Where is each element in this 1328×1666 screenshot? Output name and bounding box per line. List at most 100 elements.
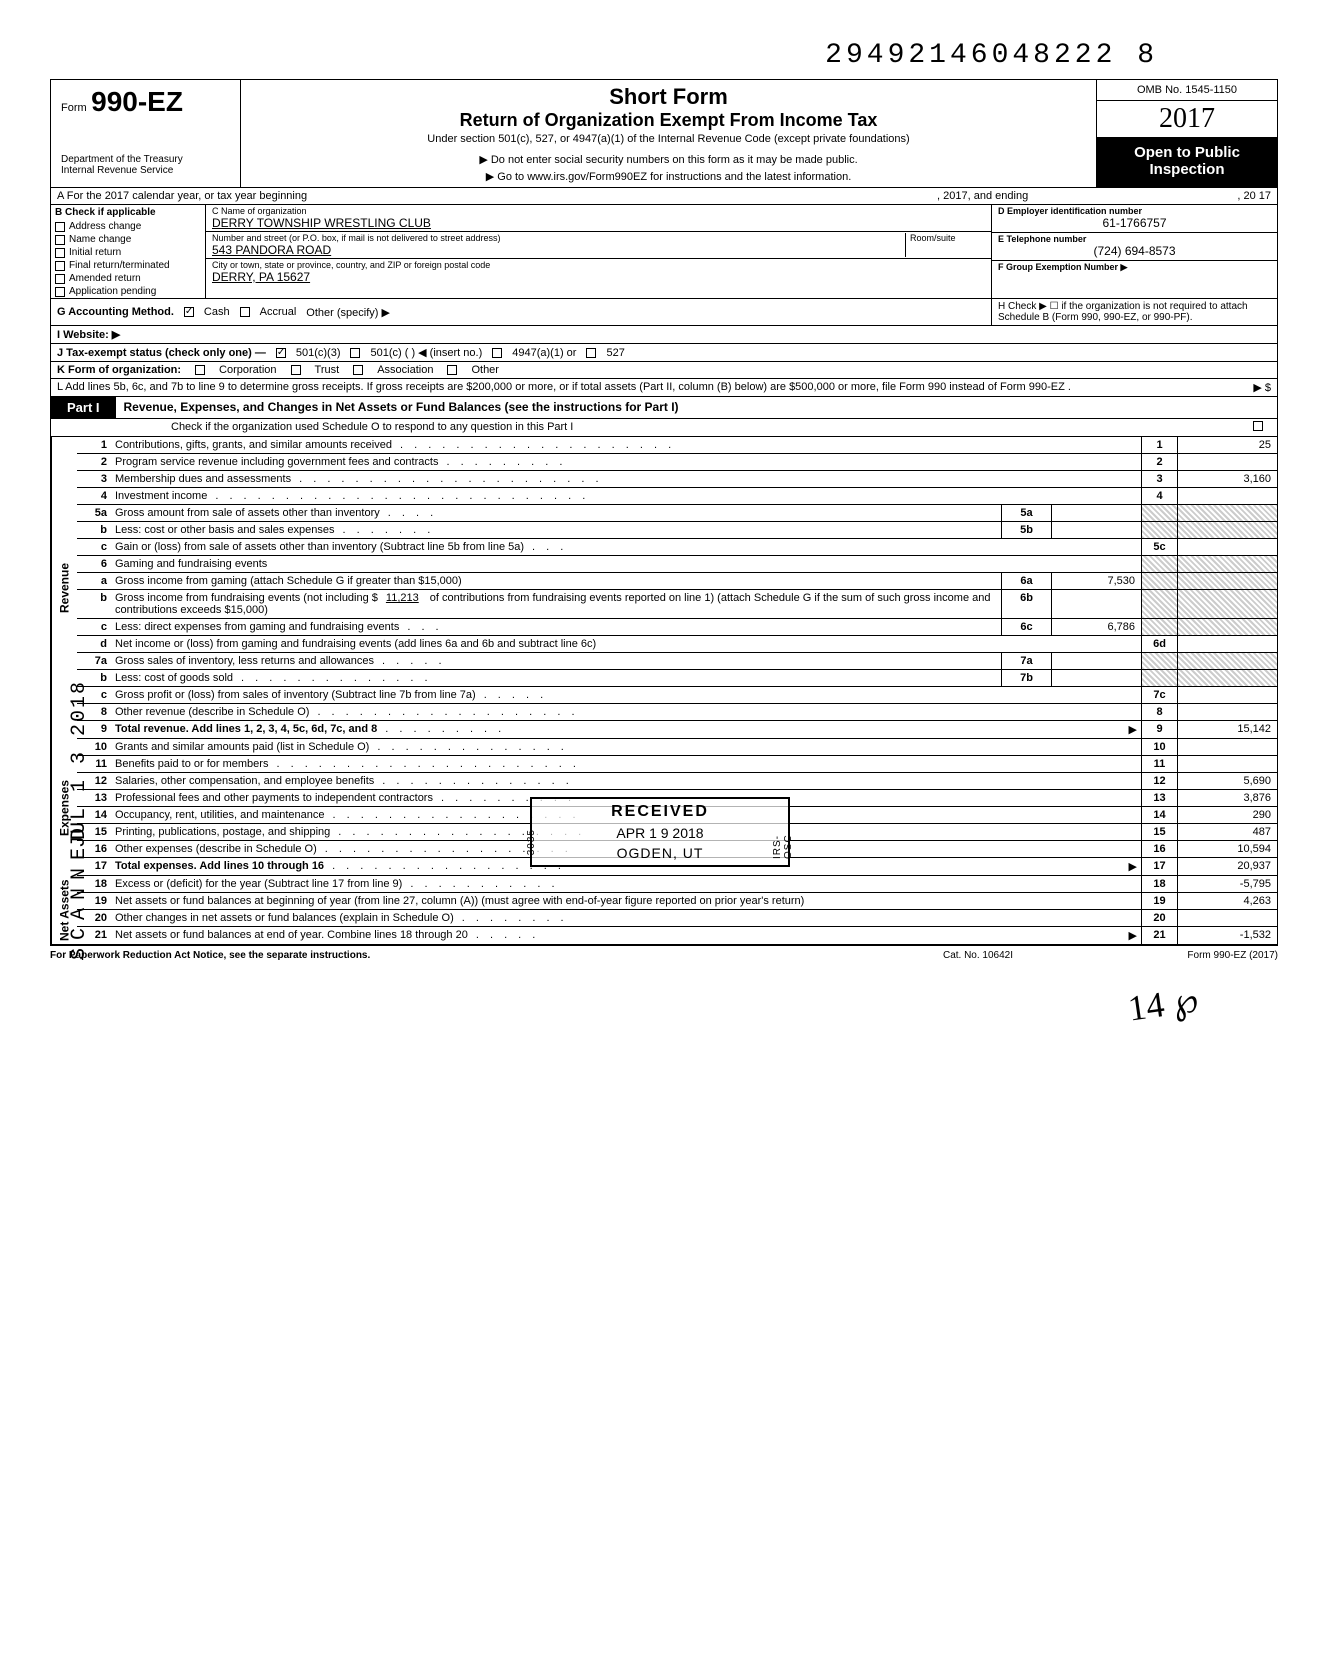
line-14-value: 290: [1177, 807, 1277, 823]
page-footer: For Paperwork Reduction Act Notice, see …: [50, 945, 1278, 965]
chk-other[interactable]: [447, 365, 457, 375]
chk-4947[interactable]: [492, 348, 502, 358]
chk-527[interactable]: [586, 348, 596, 358]
chk-schedule-o[interactable]: [1253, 421, 1263, 431]
line-10-value: [1177, 739, 1277, 755]
chk-initial-return[interactable]: Initial return: [51, 246, 205, 259]
form-prefix: Form: [61, 102, 87, 114]
form-number-box: Form 990-EZ Department of the Treasury I…: [51, 80, 241, 187]
line-7a-value: [1051, 653, 1141, 669]
col-b-header: B Check if applicable: [51, 205, 205, 220]
line-16-desc: Other expenses (describe in Schedule O): [115, 843, 317, 855]
line-4-desc: Investment income: [115, 490, 207, 502]
chk-amended-return[interactable]: Amended return: [51, 272, 205, 285]
city-value: DERRY, PA 15627: [212, 270, 985, 284]
line-9-desc: Total revenue. Add lines 1, 2, 3, 4, 5c,…: [115, 723, 377, 736]
phone-label: E Telephone number: [998, 234, 1271, 244]
chk-501c3[interactable]: [276, 348, 286, 358]
line-5c-desc: Gain or (loss) from sale of assets other…: [115, 541, 524, 553]
col-c: C Name of organization DERRY TOWNSHIP WR…: [206, 205, 992, 298]
chk-association[interactable]: [353, 365, 363, 375]
line-12-value: 5,690: [1177, 773, 1277, 789]
expenses-vertical-label: Expenses: [51, 739, 77, 876]
chk-trust[interactable]: [291, 365, 301, 375]
open-to-public: Open to Public Inspection: [1097, 138, 1277, 187]
j-label: J Tax-exempt status (check only one) —: [57, 347, 266, 359]
line-21-value: -1,532: [1177, 927, 1277, 944]
l-arrow: ▶ $: [1243, 381, 1271, 394]
chk-corporation[interactable]: [195, 365, 205, 375]
line-7a-desc: Gross sales of inventory, less returns a…: [115, 655, 374, 667]
chk-cash[interactable]: [184, 307, 194, 317]
line-a-left: A For the 2017 calendar year, or tax yea…: [57, 190, 725, 202]
website-label: I Website: ▶: [57, 328, 986, 341]
org-name-value: DERRY TOWNSHIP WRESTLING CLUB: [212, 216, 985, 230]
chk-address-change[interactable]: Address change: [51, 220, 205, 233]
line-11-value: [1177, 756, 1277, 772]
l-text: L Add lines 5b, 6c, and 7b to line 9 to …: [57, 381, 1243, 394]
line-a-mid: , 2017, and ending: [725, 190, 1029, 202]
line-6b-contrib: 11,213: [378, 592, 427, 604]
chk-name-change[interactable]: Name change: [51, 233, 205, 246]
line-6a-desc: Gross income from gaming (attach Schedul…: [115, 575, 462, 587]
net-assets-section: Net Assets 18Excess or (deficit) for the…: [50, 876, 1278, 945]
part-1-header: Part I Revenue, Expenses, and Changes in…: [50, 397, 1278, 419]
row-l: L Add lines 5b, 6c, and 7b to line 9 to …: [50, 379, 1278, 397]
g-label: G Accounting Method.: [57, 306, 174, 318]
part-1-sub-text: Check if the organization used Schedule …: [171, 421, 1253, 434]
row-j: J Tax-exempt status (check only one) — 5…: [50, 344, 1278, 362]
line-20-desc: Other changes in net assets or fund bala…: [115, 912, 454, 924]
org-name-label: C Name of organization: [212, 206, 985, 216]
arrow-icon: ▶: [1129, 860, 1137, 873]
block-bcdef: B Check if applicable Address change Nam…: [50, 205, 1278, 299]
row-g: G Accounting Method. Cash Accrual Other …: [51, 299, 992, 325]
line-3-value: 3,160: [1177, 471, 1277, 487]
row-k: K Form of organization: Corporation Trus…: [50, 362, 1278, 379]
line-18-value: -5,795: [1177, 876, 1277, 892]
line-11-desc: Benefits paid to or for members: [115, 758, 268, 770]
line-2-value: [1177, 454, 1277, 470]
line-5c-value: [1177, 539, 1277, 555]
k-label: K Form of organization:: [57, 364, 181, 376]
handwritten-note: 14 ℘: [1125, 978, 1200, 1029]
line-17-desc: Total expenses. Add lines 10 through 16: [115, 860, 324, 873]
line-6d-desc: Net income or (loss) from gaming and fun…: [111, 636, 1141, 652]
line-16-value: 10,594: [1177, 841, 1277, 857]
line-2-desc: Program service revenue including govern…: [115, 456, 438, 468]
title-goto: ▶ Go to www.irs.gov/Form990EZ for instru…: [251, 170, 1086, 183]
title-h2: Return of Organization Exempt From Incom…: [251, 110, 1086, 131]
line-7b-desc: Less: cost of goods sold: [115, 672, 233, 684]
chk-accrual[interactable]: [240, 307, 250, 317]
chk-final-return[interactable]: Final return/terminated: [51, 259, 205, 272]
title-box: Short Form Return of Organization Exempt…: [241, 80, 1097, 187]
line-a-right: , 20 17: [1028, 190, 1271, 202]
line-5a-value: [1051, 505, 1141, 521]
line-6c-desc: Less: direct expenses from gaming and fu…: [115, 621, 399, 633]
chk-application-pending[interactable]: Application pending: [51, 285, 205, 298]
line-5b-desc: Less: cost or other basis and sales expe…: [115, 524, 335, 536]
col-b: B Check if applicable Address change Nam…: [51, 205, 206, 298]
room-label: Room/suite: [910, 233, 985, 243]
line-3-desc: Membership dues and assessments: [115, 473, 291, 485]
expenses-section: Expenses 10Grants and similar amounts pa…: [50, 739, 1278, 876]
form-container: 29492146048222 8 JUL 1 3 2018 SCANNED Fo…: [50, 40, 1278, 965]
line-6-desc: Gaming and fundraising events: [111, 556, 1141, 572]
net-assets-vertical-label: Net Assets: [51, 876, 77, 944]
line-14-desc: Occupancy, rent, utilities, and maintena…: [115, 809, 325, 821]
city-label: City or town, state or province, country…: [212, 260, 985, 270]
line-6a-value: 7,530: [1051, 573, 1141, 589]
arrow-icon: ▶: [1129, 929, 1137, 942]
line-8-desc: Other revenue (describe in Schedule O): [115, 706, 309, 718]
line-17-value: 20,937: [1177, 858, 1277, 875]
phone-value: (724) 694-8573: [998, 244, 1271, 258]
footer-form-ref: Form 990-EZ (2017): [1078, 950, 1278, 961]
line-20-value: [1177, 910, 1277, 926]
chk-501c[interactable]: [350, 348, 360, 358]
document-id-number: 29492146048222 8: [50, 40, 1278, 71]
revenue-section: Revenue 1Contributions, gifts, grants, a…: [50, 437, 1278, 739]
line-18-desc: Excess or (deficit) for the year (Subtra…: [115, 878, 402, 890]
footer-left: For Paperwork Reduction Act Notice, see …: [50, 950, 878, 961]
line-a: A For the 2017 calendar year, or tax yea…: [50, 188, 1278, 205]
body-wrapper: 3035 IRS-OSC RECEIVED APR 1 9 2018 OGDEN…: [50, 437, 1278, 945]
line-13-desc: Professional fees and other payments to …: [115, 792, 433, 804]
